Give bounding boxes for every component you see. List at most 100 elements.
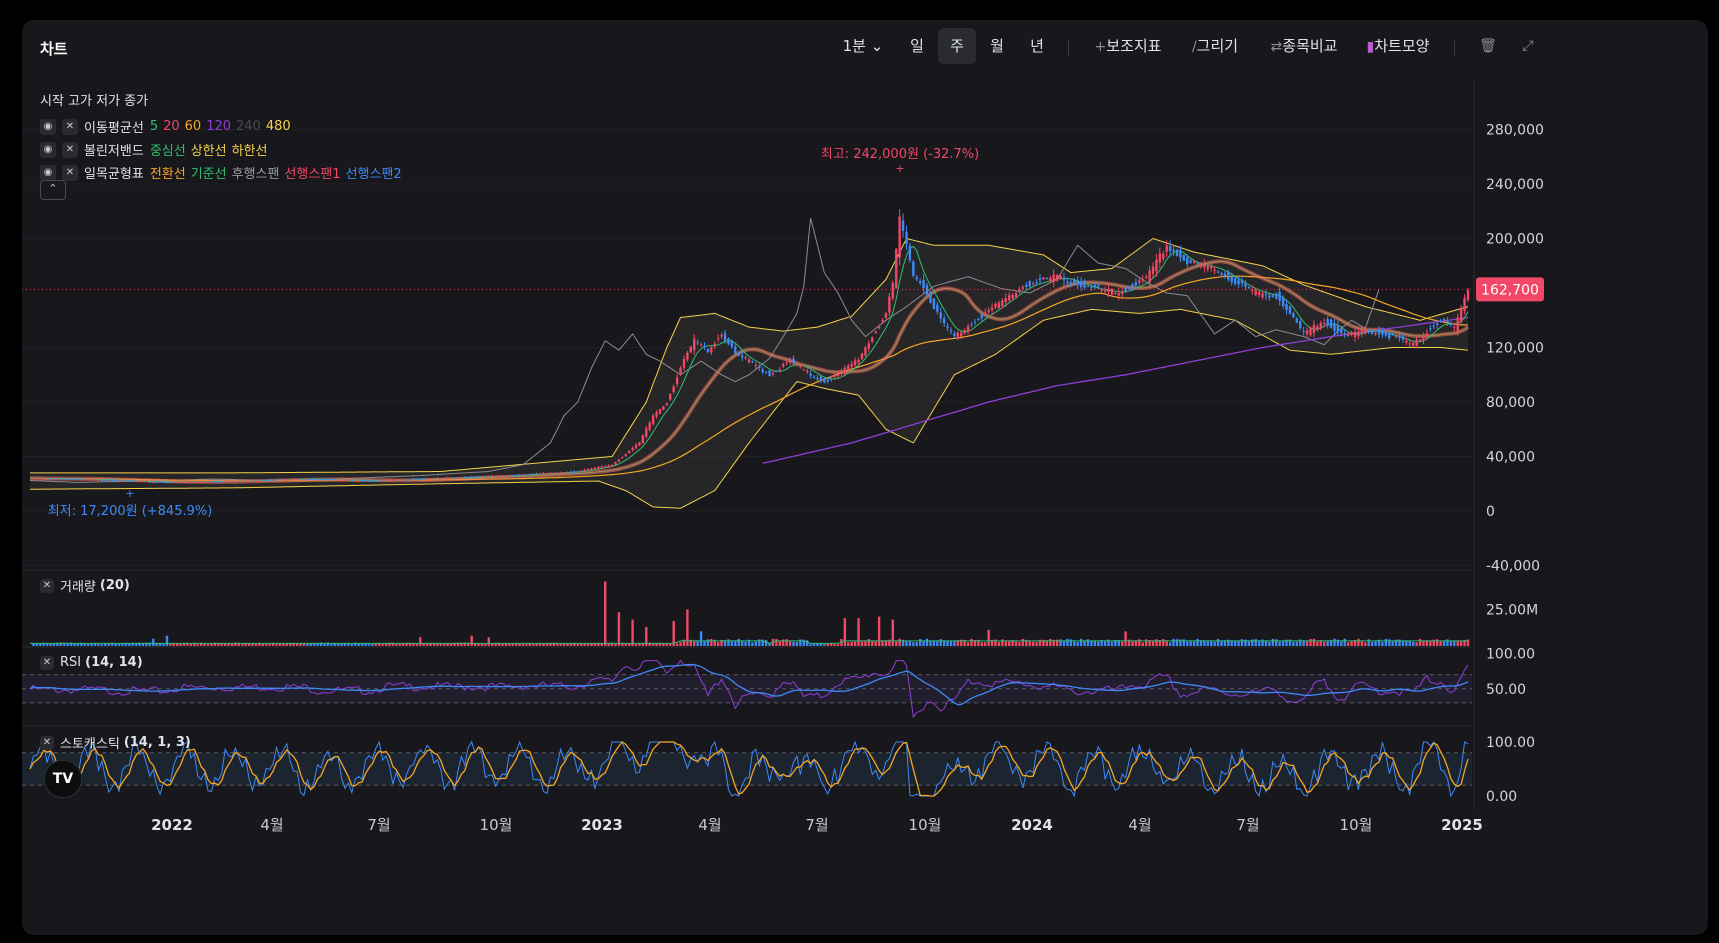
- volume-bar: [268, 643, 271, 646]
- volume-bar: [1364, 642, 1367, 646]
- expand-icon[interactable]: ⤢: [1522, 38, 1534, 54]
- candle-body: [569, 471, 573, 473]
- candle-body: [1210, 266, 1213, 269]
- candle-body: [138, 481, 141, 483]
- candle-body: [1401, 336, 1405, 340]
- volume-bar: [1264, 640, 1268, 646]
- candle-body: [401, 480, 405, 482]
- volume-bar: [384, 643, 388, 646]
- indicators-button[interactable]: +보조지표: [1088, 28, 1168, 64]
- volume-bar: [1271, 638, 1275, 646]
- volume-bar: [1449, 641, 1453, 646]
- candle-body: [148, 481, 152, 483]
- candle-body: [648, 422, 651, 431]
- volume-bar: [1213, 641, 1216, 646]
- volume-bar: [665, 643, 669, 646]
- candle-body: [378, 480, 381, 482]
- close-icon[interactable]: ✕: [40, 735, 54, 750]
- candle-body: [778, 369, 782, 371]
- volume-bar: [1083, 640, 1086, 646]
- volume-bar: [713, 639, 716, 646]
- volume-bar: [107, 643, 110, 646]
- candle-body: [1073, 279, 1076, 284]
- candle-body: [816, 378, 819, 380]
- volume-bar: [1103, 640, 1107, 646]
- volume-bar: [1025, 639, 1028, 646]
- draw-button[interactable]: ∕그리기: [1182, 28, 1248, 64]
- candle-body: [456, 477, 460, 479]
- volume-bar: [306, 644, 309, 646]
- y-tick-label: 80,000: [1486, 395, 1535, 411]
- chart-canvas[interactable]: 280,000 240,000 200,000 120,000 80,000 40,000…: [22, 20, 1708, 935]
- visibility-toggle-icon[interactable]: ◉: [40, 118, 56, 135]
- candle-body: [788, 360, 792, 363]
- candle-body: [179, 481, 182, 483]
- candle-body: [631, 448, 634, 451]
- candle-body: [408, 479, 412, 481]
- candle-body: [1097, 285, 1100, 287]
- period-month-button[interactable]: 월: [990, 37, 1004, 55]
- period-year-button[interactable]: 년: [1030, 37, 1044, 55]
- candle-body: [1288, 306, 1292, 314]
- close-icon[interactable]: ✕: [62, 164, 78, 181]
- period-week-button[interactable]: 주: [938, 28, 976, 64]
- candle-body: [347, 479, 350, 481]
- volume-bar: [514, 643, 518, 646]
- period-day-button[interactable]: 일: [910, 37, 924, 55]
- compare-button[interactable]: ⇄종목비교: [1264, 28, 1344, 64]
- candle-body: [381, 480, 384, 482]
- candle-body: [114, 480, 117, 482]
- interval-dropdown[interactable]: 1분 ⌄: [840, 28, 886, 64]
- indicators-label: 보조지표: [1106, 37, 1162, 55]
- candle-body: [93, 479, 97, 481]
- candle-body: [477, 476, 480, 478]
- volume-bar: [857, 618, 860, 646]
- candle-body: [1155, 259, 1158, 272]
- candle-body: [237, 480, 241, 482]
- volume-bar: [874, 640, 877, 646]
- volume-bar: [391, 642, 395, 646]
- candle-body: [1196, 263, 1199, 265]
- visibility-toggle-icon[interactable]: ◉: [40, 164, 56, 181]
- volume-bar: [1319, 640, 1322, 646]
- volume-bar: [145, 642, 148, 646]
- candle-body: [1138, 280, 1141, 283]
- volume-bar: [747, 639, 751, 646]
- candle-body: [922, 280, 925, 289]
- rsi-pane-label: ✕ RSI (14, 14): [40, 655, 143, 670]
- volume-bar: [282, 642, 285, 646]
- volume-bar: [1336, 639, 1340, 646]
- tradingview-logo: T​V: [44, 760, 82, 798]
- candle-body: [405, 479, 408, 481]
- volume-bar: [1377, 639, 1381, 646]
- candle-body: [1429, 327, 1432, 330]
- candle-body: [104, 480, 107, 482]
- volume-bar: [706, 639, 710, 646]
- candle-body: [1343, 333, 1346, 335]
- close-icon[interactable]: ✕: [40, 655, 54, 670]
- volume-ma-line: [30, 640, 1468, 644]
- legend-collapse-button[interactable]: ⌃: [40, 180, 66, 200]
- candle-body: [607, 465, 610, 467]
- candle-body: [672, 386, 675, 392]
- volume-bar: [936, 641, 939, 646]
- close-icon[interactable]: ✕: [62, 118, 78, 135]
- candle-body: [888, 296, 891, 313]
- trash-icon[interactable]: 🗑: [1479, 38, 1497, 54]
- candle-body: [141, 480, 145, 482]
- candle-body: [675, 377, 679, 385]
- candle-body: [494, 476, 497, 478]
- volume-bar: [723, 640, 727, 646]
- close-icon[interactable]: ✕: [62, 141, 78, 158]
- volume-bar: [446, 643, 449, 646]
- candle-body: [580, 470, 583, 472]
- volume-bar: [730, 640, 734, 646]
- candle-body: [1394, 336, 1398, 338]
- volume-bar: [87, 644, 90, 646]
- chart-style-button[interactable]: ▮차트모양: [1358, 28, 1438, 64]
- candle-body: [621, 457, 624, 459]
- visibility-toggle-icon[interactable]: ◉: [40, 141, 56, 158]
- volume-bar: [744, 641, 747, 646]
- volume-bar: [258, 642, 261, 646]
- close-icon[interactable]: ✕: [40, 578, 54, 593]
